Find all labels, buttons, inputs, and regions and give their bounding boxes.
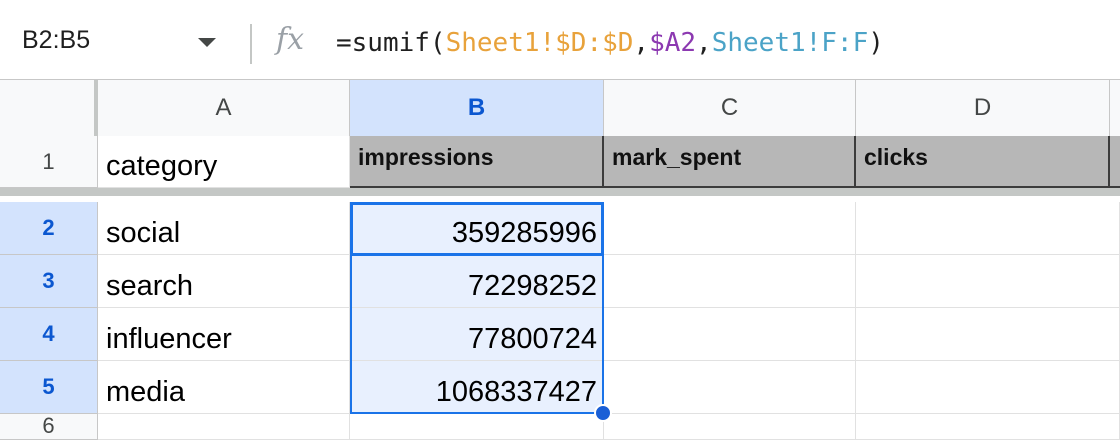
cell-a1[interactable]: category [98,136,350,188]
formula-input[interactable]: =sumif(Sheet1!$D:$D,$A2,Sheet1!F:F) [336,28,884,58]
cell-d1[interactable]: clicks [856,136,1110,188]
formula-prefix: =sumif( [336,28,446,58]
formula-range-2: Sheet1!F:F [711,28,869,58]
formula-range-1: Sheet1!$D:$D [445,28,634,58]
select-all-corner[interactable] [0,80,98,136]
column-header-c[interactable]: C [604,80,856,136]
row-header-1[interactable]: 1 [0,136,98,188]
column-header-a[interactable]: A [98,80,350,136]
cell-c1[interactable]: mark_spent [604,136,856,188]
cell-d5[interactable] [856,361,1120,414]
row-header-4[interactable]: 4 [0,308,98,361]
name-box-dropdown-icon[interactable] [198,38,216,47]
spreadsheet-grid: A B C D 1 category impressions mark_spen… [0,80,1120,440]
cell-a5[interactable]: media [98,361,350,414]
cell-d6[interactable] [856,414,1120,440]
cell-b4[interactable]: 77800724 [350,308,604,361]
cell-d3[interactable] [856,255,1120,308]
frozen-row-divider[interactable] [0,188,1120,196]
formula-bar-divider [250,24,252,64]
formula-comma-2: , [696,28,712,58]
formula-suffix: ) [868,28,884,58]
cell-b5[interactable]: 1068337427 [350,361,604,414]
row-header-3[interactable]: 3 [0,255,98,308]
cell-c5[interactable] [604,361,856,414]
fx-icon: fx [276,22,305,57]
cell-d2[interactable] [856,202,1120,255]
cell-d4[interactable] [856,308,1120,361]
cell-b3[interactable]: 72298252 [350,255,604,308]
column-header-b[interactable]: B [350,80,604,136]
cell-c2[interactable] [604,202,856,255]
cell-a4[interactable]: influencer [98,308,350,361]
row-header-6[interactable]: 6 [0,413,98,440]
formula-criteria: $A2 [649,28,697,58]
formula-comma-1: , [633,28,650,58]
cell-c4[interactable] [604,308,856,361]
name-box[interactable]: B2:B5 [22,26,91,54]
cell-b1[interactable]: impressions [350,136,604,188]
cell-c6[interactable] [604,414,856,440]
column-header-d[interactable]: D [856,80,1110,136]
cell-e1[interactable] [1110,136,1120,188]
row-header-2[interactable]: 2 [0,202,98,255]
cell-b2[interactable]: 359285996 [350,202,604,255]
row-header-5[interactable]: 5 [0,361,98,414]
cell-c3[interactable] [604,255,856,308]
fill-handle[interactable] [594,404,612,422]
cell-b6[interactable] [350,414,604,440]
cell-a3[interactable]: search [98,255,350,308]
cell-a2[interactable]: social [98,202,350,255]
cell-a6[interactable] [98,414,350,440]
column-header-e[interactable] [1110,80,1120,136]
formula-bar: B2:B5 fx =sumif(Sheet1!$D:$D,$A2,Sheet1!… [0,0,1120,80]
